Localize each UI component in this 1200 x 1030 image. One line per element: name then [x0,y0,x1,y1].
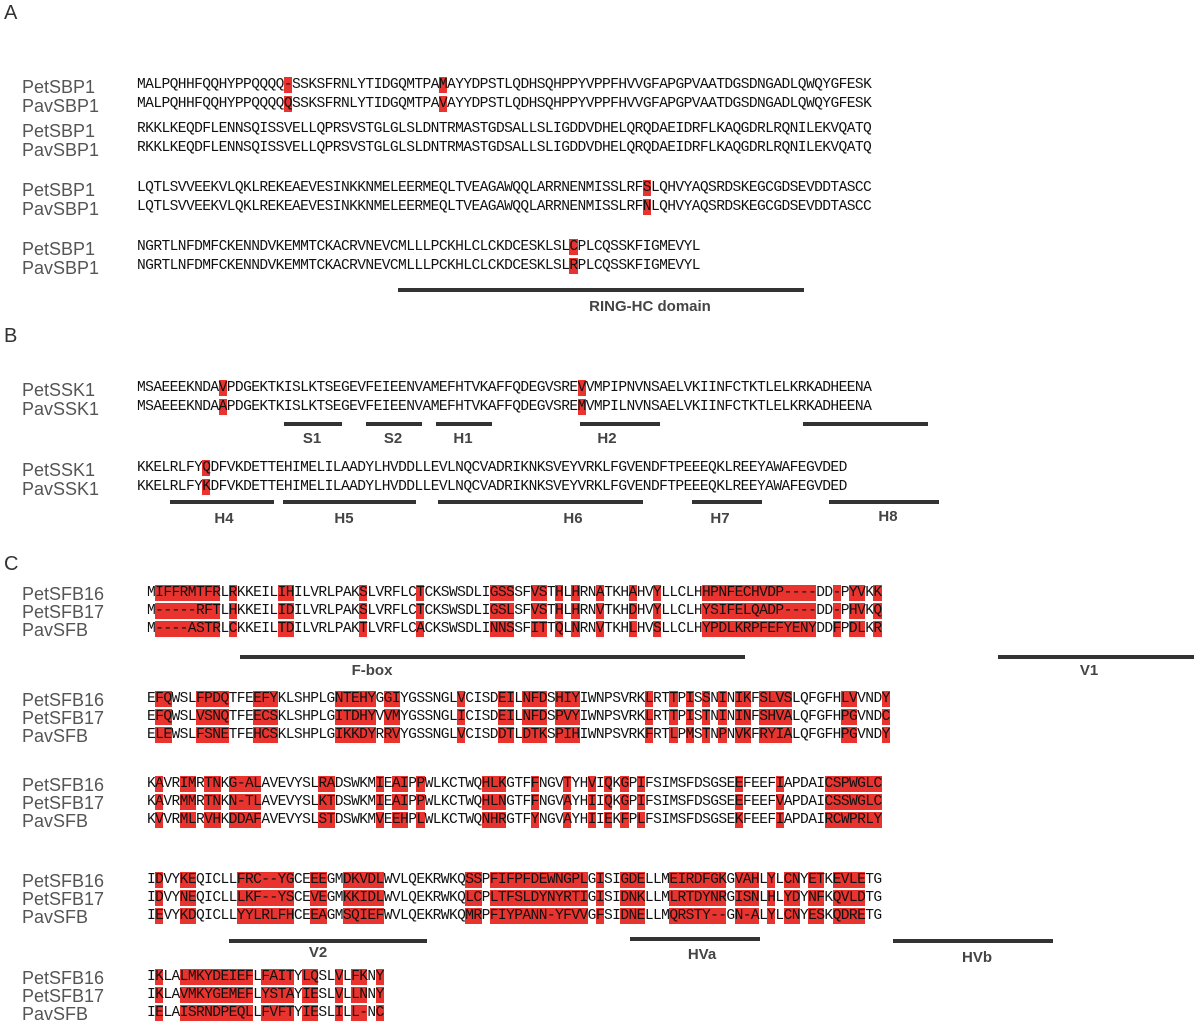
domain-label-hvb: HVb [962,949,992,966]
seq-name: PetSBP1 [22,180,96,200]
domain-bar-v2 [229,939,427,943]
seq-name: PetSFB17 [22,793,105,813]
seq-name: PavSFB [22,907,89,927]
domain-bar-h4 [170,500,274,504]
sequence-row: EFQWSLVSNQTFEECSKLSHPLGITDHYVVMYGSSNGLIC… [147,709,890,725]
domain-label-h7: H7 [710,510,730,527]
panel-label-a: A [4,2,18,24]
seq-name: PavSSK1 [22,399,100,419]
domain-label-h8: H8 [878,508,898,525]
seq-name: PetSFB17 [22,889,105,909]
seq-name: PetSBP1 [22,239,96,259]
seq-name: PavSBP1 [22,258,100,278]
domain-bar-h2 [580,422,660,426]
seq-name: PavSFB [22,811,89,831]
seq-name: PavSBP1 [22,140,100,160]
domain-label-h5: H5 [334,510,354,527]
seq-name: PavSFB [22,620,89,640]
sequence-row: KKELRLFYKDFVKDETTEHIMELILAADYLHVDDLLEVLN… [137,479,847,495]
seq-name: PavSFB [22,726,89,746]
domain-label-v1: V1 [1079,662,1099,679]
sequence-row: ELEWSLFSNETFEHCSKLSHPLGIKKDYRRVYGSSNGLVC… [147,727,890,743]
seq-name: PetSBP1 [22,77,96,97]
domain-label-h6: H6 [563,510,583,527]
seq-name: PetSFB16 [22,968,105,988]
seq-name: PetSSK1 [22,460,96,480]
sequence-row: IDVYKEQICLLFRC--YGCEEEGMDKVDLWVLQEKRWKQS… [147,872,882,888]
sequence-row: MSAEEEKNDAAPDGEKTKISLKTSEGEVFEIEENVAMEFH… [137,399,872,415]
seq-name: PavSSK1 [22,479,100,499]
sequence-row: KAVRMMRTNKN-TLAVEVYSLKTDSWKMIEAIPPWLKCTW… [147,794,882,810]
sequence-row: IEVYKDQICLLYYLRLFHCEEAGMSQIEFWVLQEKRWKQM… [147,908,882,924]
domain-label-v2: V2 [308,944,328,961]
sequence-row: LQTLSVVEEKVLQKLREKEAEVESINKKNMELEERMEQLT… [137,199,872,215]
seq-name: PetSSK1 [22,380,96,400]
domain-label-h1: H1 [453,430,473,447]
domain-bar-h8 [829,500,939,504]
domain-bar-hva [630,937,760,941]
domain-bar-h7 [692,500,762,504]
domain-bar-hvb [893,939,1053,943]
domain-label-s1: S1 [302,430,322,447]
domain-label-f-box: F-box [351,662,393,679]
seq-name: PetSFB17 [22,708,105,728]
sequence-row: KKELRLFYQDFVKDETTEHIMELILAADYLHVDDLLEVLN… [137,460,847,476]
domain-label-h4: H4 [214,510,234,527]
sequence-row: M-----RFTLHKKEILIDILVRLPAKSLVRFLCTCKSWSD… [147,603,882,619]
domain-label-h2: H2 [597,430,617,447]
sequence-row: IELAISRNDPEQLLFVFTYIESLILL-NC [147,1005,384,1021]
panel-label-b: B [4,325,18,347]
sequence-row: NGRTLNFDMFCKENNDVKEMMTCKACRVNEVCMLLLPCKH… [137,258,701,274]
seq-name: PavSBP1 [22,96,100,116]
sequence-row: MALPQHHFQQHYPPQQQQQSSKSFRNLYTIDGQMTPAVAY… [137,96,872,112]
seq-name: PavSBP1 [22,199,100,219]
seq-name: PetSFB17 [22,986,105,1006]
sequence-row: IKLAVMKYGEMEFLYSTAYIESLVLLNNY [147,987,384,1003]
sequence-row: MALPQHHFQQHYPPQQQQ-SSKSFRNLYTIDGQMTPAMAY… [137,77,872,93]
domain-label-ring-hc: RING-HC domain [589,298,711,315]
domain-bar-h5 [283,500,416,504]
domain-bar-ring-hc [398,288,804,292]
domain-bar-s1 [284,422,342,426]
seq-name: PetSFB16 [22,775,105,795]
sequence-row: KVVRMLRVHKDDAFAVEVYSLSTDSWKMVEEHPLWLKCTW… [147,812,882,828]
domain-label-hva: HVa [687,946,717,963]
domain-bar-h1 [436,422,492,426]
seq-name: PetSFB16 [22,690,105,710]
sequence-row: IDVYNEQICLLLKF--YSCEVEGMKKIDLWVLQEKRWKQL… [147,890,882,906]
domain-bar-h3 [803,422,928,426]
domain-label-s2: S2 [383,430,403,447]
panel-label-c: C [4,553,19,575]
domain-bar-h6 [438,500,643,504]
sequence-row: MIFFRMTFRLRKKEILIHILVRLPAKSLVRFLCTCKSWSD… [147,585,882,601]
seq-name: PetSFB16 [22,871,105,891]
sequence-row: KAVRIMRTNKG-ALAVEVYSLRADSWKMIEAIPPWLKCTW… [147,776,882,792]
domain-bar-f-box [240,655,745,659]
sequence-row: LQTLSVVEEKVLQKLREKEAEVESINKKNMELEERMEQLT… [137,180,872,196]
sequence-row: MSAEEEKNDAVPDGEKTKISLKTSEGEVFEIEENVAMEFH… [137,380,872,396]
seq-name: PavSFB [22,1004,89,1024]
sequence-row: RKKLKEQDFLENNSQISSVELLQPRSVSTGLGLSLDNTRM… [137,121,872,137]
seq-name: PetSBP1 [22,121,96,141]
sequence-row: EFQWSLFPDQTFEEFYKLSHPLGNTEHYGGIYGSSNGLVC… [147,691,890,707]
domain-bar-s2 [366,422,422,426]
sequence-row: M----ASTRLCKKEILTDILVRLPAKTLVRFLCACKSWSD… [147,621,882,637]
seq-name: PetSFB17 [22,602,105,622]
sequence-row: NGRTLNFDMFCKENNDVKEMMTCKACRVNEVCMLLLPCKH… [137,239,701,255]
sequence-row: RKKLKEQDFLENNSQISSVELLQPRSVSTGLGLSLDNTRM… [137,140,872,156]
seq-name: PetSFB16 [22,584,105,604]
domain-bar-v1 [998,655,1194,659]
sequence-row: IKLALMKYDEIEFLFAITYLQSLVLFKNY [147,969,384,985]
